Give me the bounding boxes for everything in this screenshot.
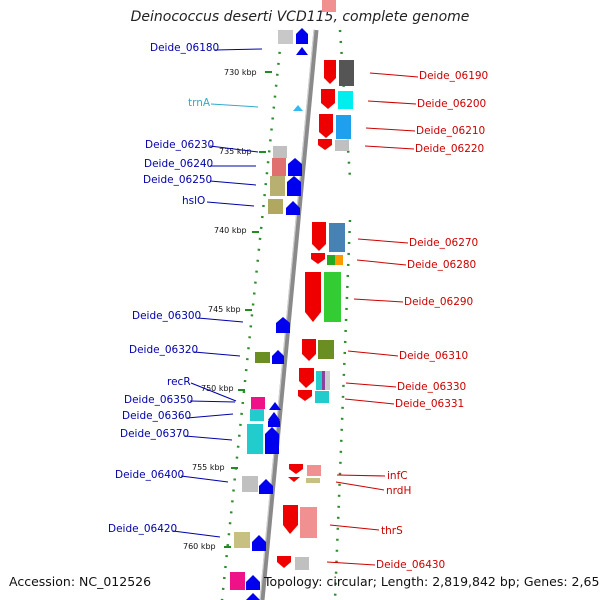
gene-label: Deide_06370 — [120, 428, 189, 440]
scale-tick-label: 740 kbp — [214, 226, 247, 235]
dotted-guide-lines — [220, 29, 352, 600]
gene-label: Deide_06400 — [115, 469, 184, 481]
gene-label: Deide_06331 — [395, 398, 464, 410]
accession-text: Accession: NC_012526 — [9, 574, 152, 589]
gene-label: Deide_06310 — [399, 350, 468, 362]
gene-label: Deide_06420 — [108, 523, 177, 535]
scale-tick-label: 745 kbp — [208, 305, 241, 314]
gene-label: recR — [167, 376, 191, 388]
gene-label: Deide_06430 — [376, 559, 445, 571]
scale-tick-label: 760 kbp — [183, 542, 216, 551]
gene-label: thrS — [381, 525, 403, 537]
scale-tick-label: 730 kbp — [224, 68, 257, 77]
right-gene-labels: Deide_06190 Deide_06200 Deide_06210 Deid… — [376, 70, 488, 571]
gene-label: Deide_06330 — [397, 381, 466, 393]
gene-label: infC — [387, 470, 408, 482]
gene-label: Deide_06300 — [132, 310, 201, 322]
scale-tick-label: 755 kbp — [192, 463, 225, 472]
scale-tick-labels: 730 kbp 735 kbp 740 kbp 745 kbp 750 kbp … — [183, 68, 257, 551]
gene-label: Deide_06350 — [124, 394, 193, 406]
gene-label: Deide_06200 — [417, 98, 486, 110]
topology-text: Topology: circular; Length: 2,819,842 bp… — [264, 574, 600, 589]
scale-ticks — [224, 71, 272, 548]
gene-label: Deide_06180 — [150, 42, 219, 54]
gene-label: Deide_06250 — [143, 174, 212, 186]
scale-tick-label: 735 kbp — [219, 147, 252, 156]
gene-label: Deide_06220 — [415, 143, 484, 155]
gene-label: Deide_06280 — [407, 259, 476, 271]
genome-title: Deinococcus deserti VCD115, complete gen… — [130, 9, 470, 25]
gene-label: hslO — [182, 195, 205, 207]
scale-tick-label: 750 kbp — [201, 384, 234, 393]
gene-label: Deide_06290 — [404, 296, 473, 308]
gene-label: Deide_06210 — [416, 125, 485, 137]
genome-backbone — [259, 29, 319, 600]
left-gene-labels: Deide_06180 trnA Deide_06230 Deide_06240… — [108, 42, 219, 535]
gene-label: Deide_06240 — [144, 158, 213, 170]
gene-label: Deide_06360 — [122, 410, 191, 422]
gene-label: nrdH — [386, 485, 411, 497]
gene-label: Deide_06230 — [145, 139, 214, 151]
connector-lines — [172, 48, 419, 566]
minus-strand-genes — [277, 0, 354, 570]
gene-label: Deide_06190 — [419, 70, 488, 82]
plus-strand-genes — [230, 28, 308, 600]
gene-label: Deide_06320 — [129, 344, 198, 356]
gene-label: trnA — [188, 97, 211, 109]
gene-label: Deide_06270 — [409, 237, 478, 249]
